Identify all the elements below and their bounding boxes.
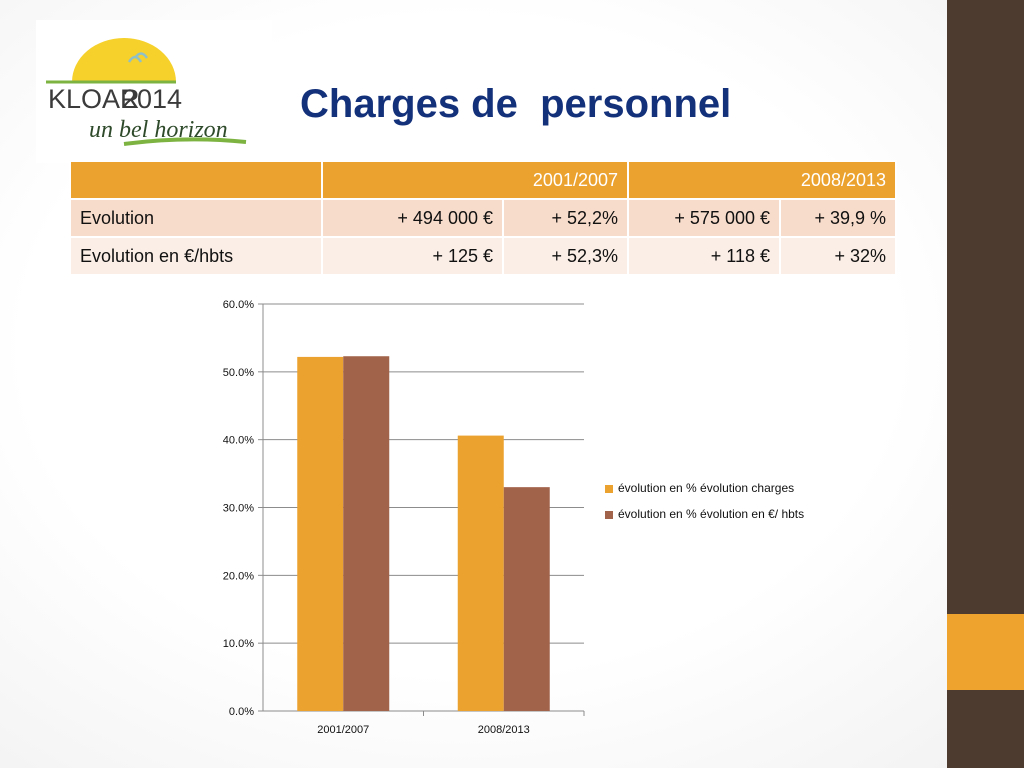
y-tick-label: 20.0% (223, 570, 254, 582)
table-cell: + 39,9 % (779, 198, 897, 238)
table-cell: + 125 € (321, 236, 504, 276)
table-cell: + 52,2% (502, 198, 629, 238)
table-header-period-2: 2008/2013 (627, 160, 897, 200)
table-header-row: 2001/2007 2008/2013 (69, 160, 897, 200)
row-label: Evolution en €/hbts (69, 236, 323, 276)
slide-title: Charges de personnel (300, 82, 732, 126)
logo-birds (127, 52, 149, 63)
table-cell: + 494 000 € (321, 198, 504, 238)
logo-grass-swoosh (123, 137, 247, 146)
row-label: Evolution (69, 198, 323, 238)
legend-label: évolution en % évolution en €/ hbts (618, 507, 805, 521)
bar (343, 356, 390, 711)
y-tick-label: 50.0% (223, 367, 254, 379)
bar (503, 487, 550, 711)
table-cell: + 575 000 € (627, 198, 781, 238)
legend-label: évolution en % évolution charges (618, 481, 795, 495)
table-cell: + 118 € (627, 236, 781, 276)
y-tick-label: 60.0% (223, 299, 254, 311)
table-row: Evolution en €/hbts + 125 € + 52,3% + 11… (69, 236, 897, 276)
y-tick-label: 10.0% (223, 638, 254, 650)
x-tick-label: 2001/2007 (317, 724, 369, 736)
table-row: Evolution + 494 000 € + 52,2% + 575 000 … (69, 198, 897, 238)
chart-legend: évolution en % évolution charges évoluti… (605, 480, 805, 532)
bar (297, 356, 344, 711)
legend-item: évolution en % évolution charges (605, 480, 805, 497)
charges-table: 2001/2007 2008/2013 Evolution + 494 000 … (69, 160, 897, 276)
legend-swatch (605, 485, 613, 493)
logo-year: 2014 (122, 84, 182, 114)
y-tick-label: 30.0% (223, 503, 254, 515)
y-tick-label: 0.0% (229, 706, 254, 718)
legend-item: évolution en % évolution en €/ hbts (605, 506, 805, 523)
bar-chart: 0.0% 10.0% 20.0% 30.0% 40.0% 50.0% 60.0% 2001/2… (223, 299, 585, 736)
table-cell: + 52,3% (502, 236, 629, 276)
bar (457, 435, 504, 711)
table-header-blank (69, 160, 323, 200)
right-accent-block (947, 614, 1024, 690)
legend-swatch (605, 511, 613, 519)
logo-sun (72, 38, 176, 82)
x-tick-label: 2008/2013 (478, 724, 530, 736)
logo-name: KLOAR (48, 84, 140, 114)
table-header-period-1: 2001/2007 (321, 160, 629, 200)
kloar-logo: KLOAR 2014 un bel horizon (36, 20, 272, 163)
table-cell: + 32% (779, 236, 897, 276)
y-tick-label: 40.0% (223, 435, 254, 447)
